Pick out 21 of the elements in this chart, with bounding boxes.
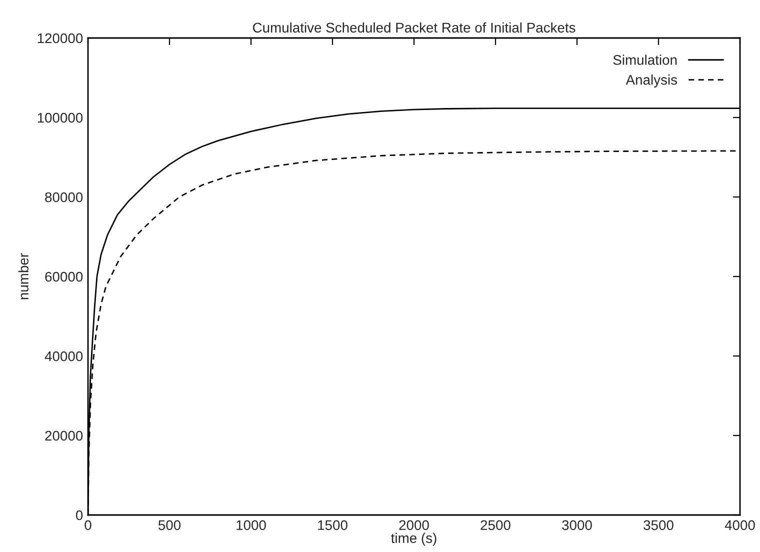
x-tick-label: 4000	[724, 520, 755, 530]
y-axis-title: number	[18, 253, 28, 300]
y-tick-label: 0	[76, 510, 83, 520]
y-tick-label: 60000	[45, 272, 83, 282]
y-tick-label: 100000	[38, 112, 83, 123]
x-tick-label: 3500	[644, 520, 674, 530]
y-tick-label: 80000	[45, 192, 83, 202]
chart-title: Cumulative Scheduled Packet Rate of Initial Packets	[252, 22, 576, 33]
x-tick-label: 500	[158, 520, 181, 530]
y-tick-label: 40000	[44, 351, 83, 362]
legend-label: Simulation	[613, 54, 677, 65]
x-tick-label: 2500	[480, 520, 510, 530]
x-tick-label: 3000	[562, 520, 592, 530]
x-tick-label: 2000	[399, 520, 429, 530]
x-tick-label: 1000	[236, 520, 266, 530]
legend-label: Analysis	[626, 74, 677, 88]
x-axis-title: time (s)	[391, 532, 436, 546]
x-tick-label: 0	[84, 520, 92, 530]
x-tick-label: 1500	[318, 520, 348, 530]
y-tick-label: 120000	[38, 33, 83, 44]
y-tick-label: 20000	[45, 430, 83, 441]
